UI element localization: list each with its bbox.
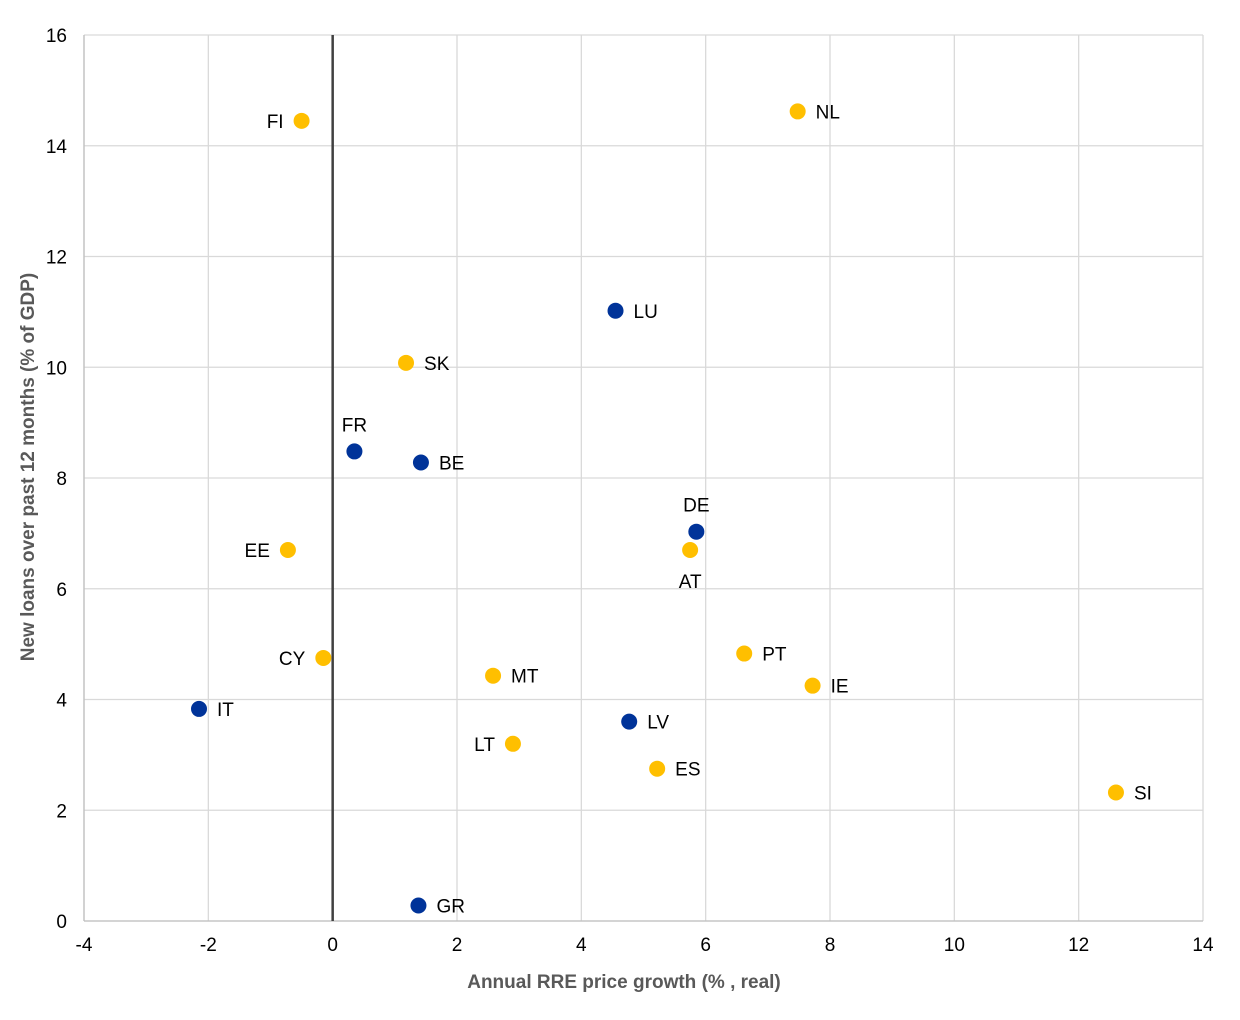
y-tick-label: 0: [56, 912, 67, 933]
data-point-fi: [293, 112, 310, 129]
data-point-it: [191, 700, 208, 717]
data-point-fr: [346, 443, 363, 460]
data-point-de: [688, 523, 705, 540]
data-point-ee: [279, 541, 296, 558]
point-label-lu: LU: [634, 302, 658, 323]
x-tick-label: 6: [700, 935, 711, 956]
data-points: [191, 103, 1124, 914]
x-tick-label: 14: [1192, 935, 1214, 956]
point-label-fr: FR: [342, 415, 367, 436]
point-label-de: DE: [683, 496, 709, 517]
axes: [83, 35, 1203, 922]
y-tick-label: 12: [46, 248, 67, 269]
point-label-be: BE: [439, 453, 464, 474]
point-label-mt: MT: [511, 667, 539, 688]
data-point-at: [682, 541, 699, 558]
data-point-gr: [410, 897, 427, 914]
tick-labels: -4 -2 0 2 4 6 8 10 12 14 0 2 4 6 8 10 12 14 16: [46, 26, 1214, 956]
data-point-si: [1107, 784, 1124, 801]
x-tick-label: 0: [327, 935, 338, 956]
y-tick-label: 16: [46, 26, 67, 47]
point-label-sk: SK: [424, 354, 450, 375]
point-label-pt: PT: [762, 645, 787, 666]
data-point-lt: [504, 735, 521, 752]
y-tick-label: 4: [56, 691, 67, 712]
y-tick-label: 14: [46, 137, 68, 158]
data-point-be: [412, 454, 429, 471]
point-label-lv: LV: [647, 713, 669, 734]
y-tick-label: 6: [56, 580, 67, 601]
point-labels: FI NL LU SK FR BE DE AT EE CY PT MT IE IT LV LT ES SI GR: [217, 102, 1152, 917]
data-point-pt: [736, 645, 753, 662]
y-tick-label: 8: [56, 469, 67, 490]
point-label-fi: FI: [267, 112, 284, 133]
data-point-lu: [607, 302, 624, 319]
point-label-si: SI: [1134, 784, 1152, 805]
gridlines: [83, 34, 1204, 922]
point-label-ie: IE: [831, 677, 849, 698]
x-tick-label: -4: [76, 935, 93, 956]
x-tick-label: -2: [200, 935, 217, 956]
point-label-at: AT: [679, 572, 702, 593]
x-tick-label: 8: [825, 935, 836, 956]
data-point-cy: [315, 649, 332, 666]
x-tick-label: 4: [576, 935, 587, 956]
data-point-ie: [804, 677, 821, 694]
point-label-es: ES: [675, 760, 700, 781]
point-label-ee: EE: [245, 541, 270, 562]
x-tick-label: 12: [1068, 935, 1089, 956]
x-tick-label: 2: [452, 935, 463, 956]
point-label-gr: GR: [436, 896, 465, 917]
data-point-es: [649, 760, 666, 777]
point-label-cy: CY: [279, 649, 306, 670]
x-tick-label: 10: [944, 935, 965, 956]
point-label-it: IT: [217, 700, 234, 721]
x-axis-title: Annual RRE price growth (% , real): [467, 972, 781, 993]
point-label-nl: NL: [816, 102, 840, 123]
data-point-sk: [398, 354, 415, 371]
data-point-mt: [485, 667, 502, 684]
y-tick-label: 10: [46, 358, 67, 379]
point-label-lt: LT: [474, 735, 495, 756]
y-tick-label: 2: [56, 801, 67, 822]
data-point-lv: [621, 713, 638, 730]
data-point-nl: [789, 103, 806, 120]
y-axis-title: New loans over past 12 months (% of GDP): [18, 273, 39, 662]
